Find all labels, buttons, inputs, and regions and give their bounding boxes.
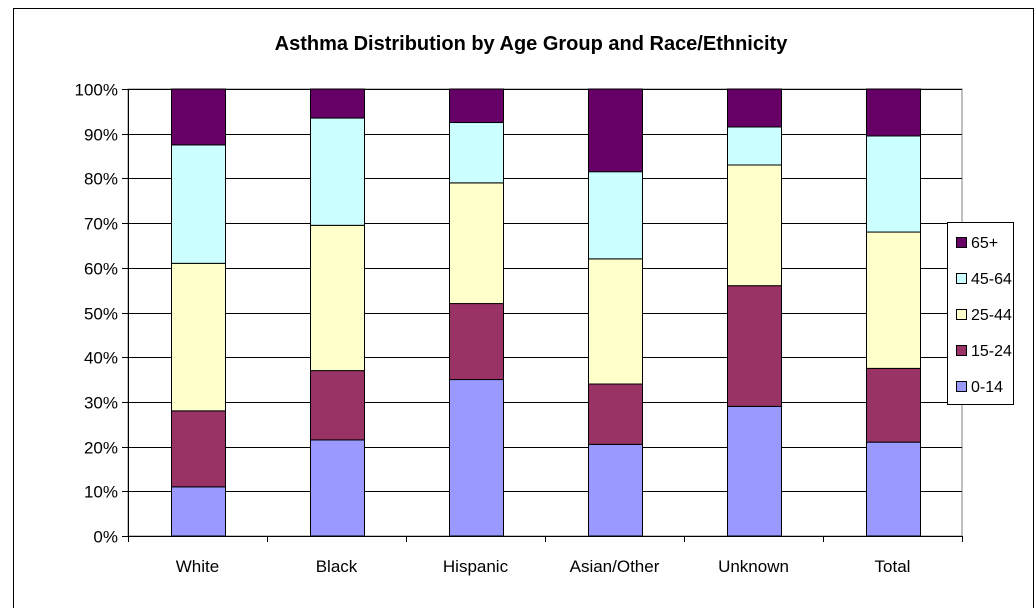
bar-segment-65--black xyxy=(310,88,365,119)
legend-swatch xyxy=(956,309,967,320)
y-tick-label: 90% xyxy=(84,126,118,145)
bar-segment-45-64-unknown xyxy=(727,126,782,166)
legend-label: 15-24 xyxy=(971,343,1012,360)
bar-segment-0-14-black xyxy=(310,439,365,537)
grid-lines xyxy=(127,88,963,537)
bar-segment-25-44-total xyxy=(866,231,921,369)
bar-segment-0-14-white xyxy=(171,486,226,537)
y-tick-label: 20% xyxy=(84,439,118,458)
bar-segment-15-24-asian-other xyxy=(588,383,643,445)
bar-segment-65--white xyxy=(171,88,226,146)
axes: 0% 10% 20% 30% 40% 50% 60% 70% 80% 90% 100% White Bl… xyxy=(75,81,963,576)
x-tick-label: White xyxy=(176,557,219,576)
bar-segment-25-44-asian-other xyxy=(588,258,643,385)
bar-segment-15-24-black xyxy=(310,370,365,441)
legend-swatch xyxy=(956,273,967,284)
bar-segment-45-64-asian-other xyxy=(588,171,643,260)
bars xyxy=(171,88,921,537)
x-tick-label: Black xyxy=(316,557,358,576)
y-tick-label: 0% xyxy=(93,528,118,547)
y-tick-label: 60% xyxy=(84,260,118,279)
legend: 65+ 45-64 25-44 15-24 0-14 xyxy=(947,222,1014,405)
bar-segment-45-64-black xyxy=(310,117,365,226)
legend-label: 65+ xyxy=(971,235,998,252)
legend-label: 25-44 xyxy=(971,307,1012,324)
bar-segment-0-14-hispanic xyxy=(449,379,504,537)
bar-segment-0-14-unknown xyxy=(727,405,782,537)
legend-box xyxy=(947,222,1014,405)
y-tick-label: 30% xyxy=(84,394,118,413)
x-tick-label: Hispanic xyxy=(443,557,509,576)
plot-area xyxy=(127,88,963,537)
legend-swatch xyxy=(956,381,967,392)
bar-segment-25-44-unknown xyxy=(727,164,782,287)
bar-segment-15-24-hispanic xyxy=(449,303,504,381)
x-tick-label: Total xyxy=(875,557,911,576)
legend-swatch xyxy=(956,345,967,356)
bar-segment-15-24-total xyxy=(866,367,921,443)
y-tick-label: 80% xyxy=(84,170,118,189)
y-tick-label: 10% xyxy=(84,483,118,502)
bar-segment-25-44-white xyxy=(171,262,226,412)
bar-segment-0-14-total xyxy=(866,441,921,537)
legend-label: 45-64 xyxy=(971,271,1012,288)
bar-segment-65--asian-other xyxy=(588,88,643,173)
bar-segment-45-64-hispanic xyxy=(449,122,504,184)
x-tick-label: Asian/Other xyxy=(570,557,660,576)
y-tick-label: 40% xyxy=(84,349,118,368)
bar-segment-65--unknown xyxy=(727,88,782,128)
bar-segment-25-44-hispanic xyxy=(449,182,504,305)
bar-segment-45-64-white xyxy=(171,144,226,264)
y-tick-label: 100% xyxy=(75,81,118,100)
bar-segment-0-14-asian-other xyxy=(588,443,643,537)
legend-swatch xyxy=(956,237,967,248)
y-tick-label: 50% xyxy=(84,305,118,324)
bar-segment-15-24-white xyxy=(171,410,226,488)
chart-title: Asthma Distribution by Age Group and Rac… xyxy=(275,33,789,55)
legend-label: 0-14 xyxy=(971,379,1003,396)
x-tick-label: Unknown xyxy=(718,557,789,576)
y-tick-label: 70% xyxy=(84,215,118,234)
bar-segment-45-64-total xyxy=(866,135,921,233)
bar-segment-25-44-black xyxy=(310,224,365,372)
bar-segment-15-24-unknown xyxy=(727,285,782,407)
bar-segment-65--total xyxy=(866,88,921,137)
bar-segment-65--hispanic xyxy=(449,88,504,124)
